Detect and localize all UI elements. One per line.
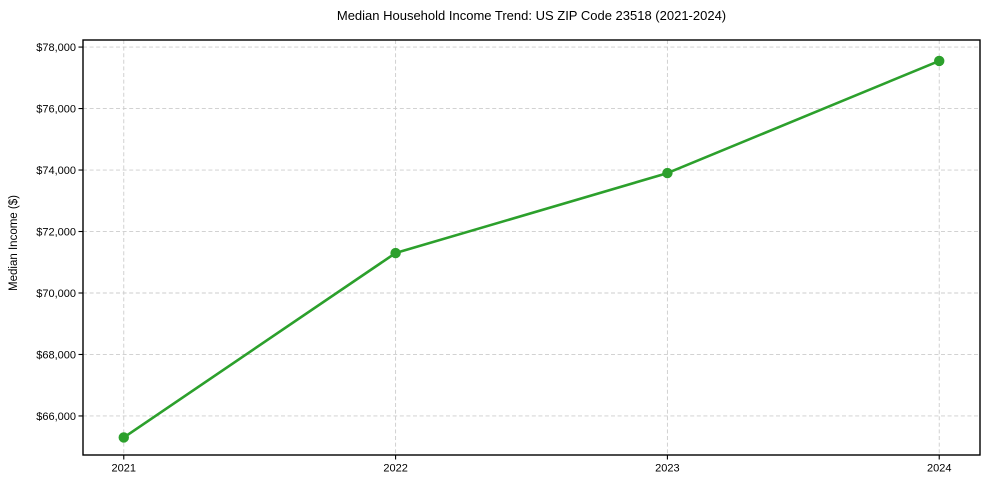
y-tick-label: $68,000 bbox=[36, 349, 76, 361]
x-tick-label: 2024 bbox=[927, 463, 951, 475]
y-tick-label: $78,000 bbox=[36, 42, 76, 54]
y-tick-label: $72,000 bbox=[36, 226, 76, 238]
y-tick-label: $66,000 bbox=[36, 411, 76, 423]
y-tick-label: $70,000 bbox=[36, 288, 76, 300]
x-tick-label: 2021 bbox=[112, 463, 136, 475]
x-tick-label: 2023 bbox=[655, 463, 679, 475]
data-point-marker bbox=[390, 247, 401, 259]
chart-title: Median Household Income Trend: US ZIP Co… bbox=[336, 8, 727, 23]
data-point-marker bbox=[934, 55, 945, 67]
y-tick-label: $74,000 bbox=[36, 165, 76, 177]
income-trend-line bbox=[122, 59, 941, 439]
x-tick-label: 2022 bbox=[383, 463, 407, 475]
data-point-marker bbox=[118, 432, 129, 443]
y-tick-label: $76,000 bbox=[36, 103, 76, 115]
plot-frame bbox=[82, 39, 981, 456]
data-point-marker bbox=[662, 167, 673, 179]
